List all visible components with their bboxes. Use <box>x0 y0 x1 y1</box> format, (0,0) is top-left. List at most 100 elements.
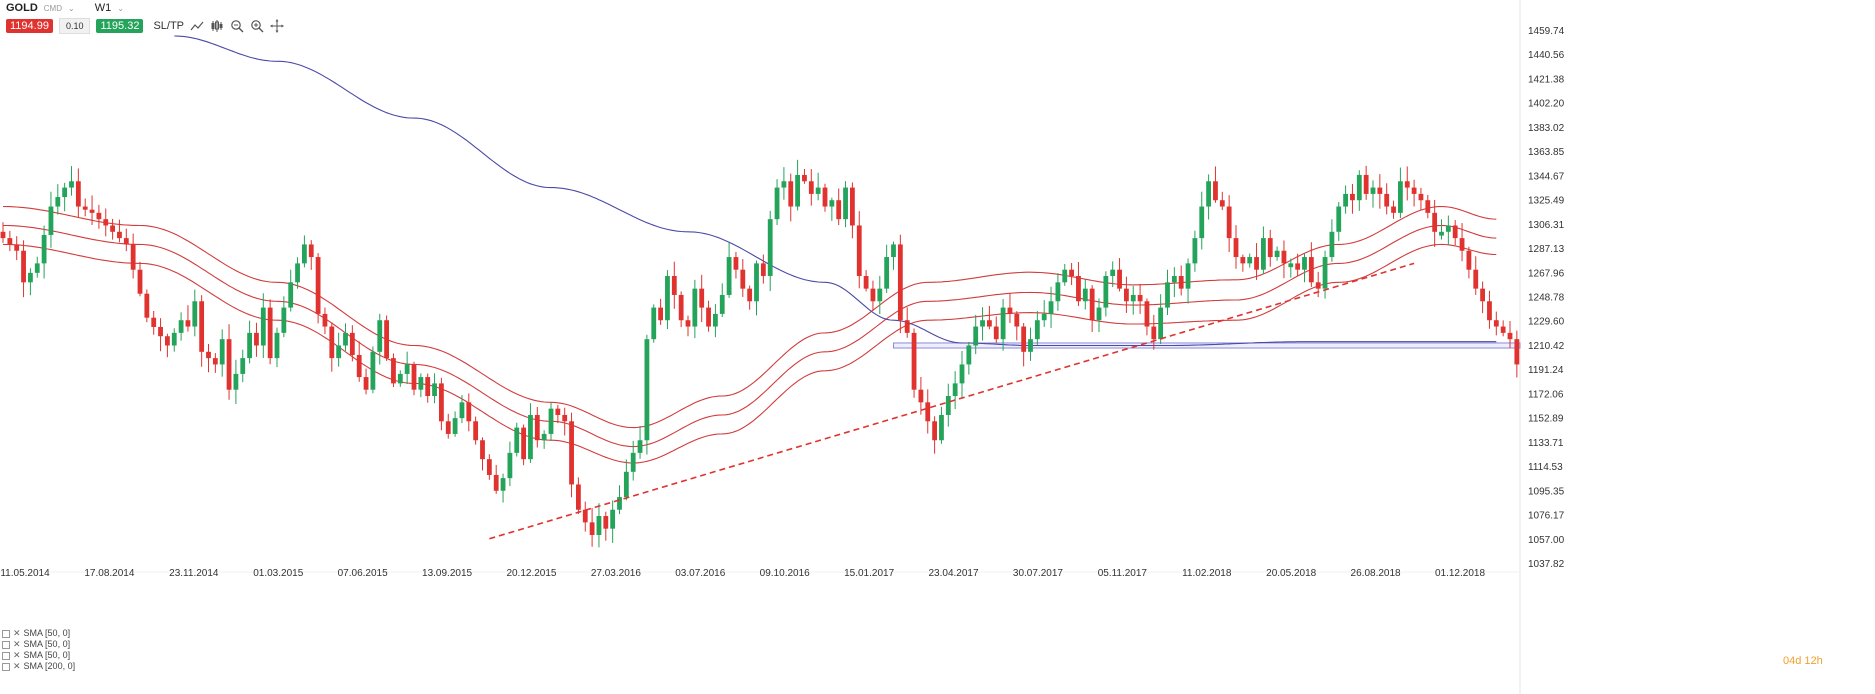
close-icon[interactable]: ✕ <box>13 661 21 671</box>
candle-body <box>822 187 828 207</box>
zoom-out-icon[interactable] <box>230 19 244 33</box>
candle-body <box>685 320 691 327</box>
candle-body <box>966 345 972 365</box>
checkbox-icon[interactable] <box>2 640 10 649</box>
legend-item[interactable]: ✕ SMA [50, 0] <box>2 639 75 650</box>
timeframe-selector[interactable]: W1 <box>94 2 112 14</box>
candle-body <box>959 364 965 384</box>
candle-body <box>548 408 554 434</box>
legend-item[interactable]: ✕ SMA [200, 0] <box>2 661 75 672</box>
close-icon[interactable]: ✕ <box>13 639 21 649</box>
y-tick-label: 1402.20 <box>1528 99 1565 110</box>
sell-price-button[interactable]: 1194.99 <box>6 19 53 33</box>
candle-body <box>802 174 807 182</box>
candle-body <box>295 263 300 283</box>
candle-body <box>267 307 273 359</box>
candle-body <box>260 307 266 346</box>
close-icon[interactable]: ✕ <box>13 650 21 660</box>
candle-body <box>89 209 95 213</box>
candle-body <box>1219 200 1225 207</box>
candle-body <box>555 408 561 415</box>
candle-body <box>62 187 68 198</box>
candle-body <box>137 269 143 294</box>
candle-body <box>439 383 444 422</box>
candle-body <box>925 402 931 422</box>
checkbox-icon[interactable] <box>2 629 10 638</box>
candle-body <box>343 332 348 346</box>
x-tick-label: 01.03.2015 <box>253 568 303 579</box>
y-tick-label: 1191.24 <box>1528 365 1564 376</box>
candle-body <box>856 225 862 277</box>
candle-body <box>987 320 992 327</box>
candle-body <box>1151 326 1157 340</box>
candle-body <box>34 263 40 273</box>
candle-body <box>678 294 684 321</box>
sltp-button[interactable]: SL/TP <box>153 20 185 32</box>
candle-body <box>1144 301 1150 327</box>
candle-body <box>206 351 211 359</box>
candle-body <box>534 414 540 441</box>
y-tick-label: 1344.67 <box>1528 171 1565 182</box>
y-tick-label: 1172.06 <box>1528 389 1564 400</box>
candle-body <box>658 307 663 321</box>
candle-body <box>980 320 985 327</box>
x-tick-label: 11.05.2014 <box>0 568 50 579</box>
support-zone <box>893 342 1521 349</box>
candle-body <box>952 383 958 397</box>
candle-body <box>1014 313 1020 327</box>
candle-body <box>480 440 485 460</box>
candle-body <box>829 200 835 207</box>
candle-body <box>1089 288 1095 321</box>
candle-body <box>589 522 595 535</box>
y-tick-label: 1363.85 <box>1528 147 1565 158</box>
zoom-in-icon[interactable] <box>250 19 264 33</box>
candle-body <box>932 421 937 441</box>
line-chart-icon[interactable] <box>190 19 204 33</box>
candle-body <box>466 402 472 422</box>
candle-body <box>1343 193 1348 207</box>
candle-body <box>486 459 492 475</box>
symbol-label[interactable]: GOLD <box>6 2 38 14</box>
buy-price-button[interactable]: 1195.32 <box>96 19 144 33</box>
candle-body <box>1192 238 1198 264</box>
candle-body <box>1439 231 1444 236</box>
chevron-down-icon[interactable]: ⌄ <box>117 3 124 13</box>
candle-body <box>1000 307 1006 340</box>
candle-body <box>0 231 6 239</box>
legend-item[interactable]: ✕ SMA [50, 0] <box>2 650 75 661</box>
candle-body <box>507 452 513 479</box>
chart-toolbar: GOLD CMD ⌄ W1 ⌄ 1194.99 0.10 1195.32 SL/… <box>0 0 1500 34</box>
candles-icon[interactable] <box>210 19 224 33</box>
candle-body <box>1452 225 1458 239</box>
candle-body <box>1199 206 1205 239</box>
candle-body <box>384 320 389 359</box>
candle-body <box>630 452 636 472</box>
candle-body <box>1480 288 1485 302</box>
support-trendline <box>489 262 1415 540</box>
candle-body <box>1028 339 1033 352</box>
x-tick-label: 30.07.2017 <box>1013 568 1063 579</box>
candle-body <box>281 307 287 333</box>
candle-body <box>795 174 800 207</box>
x-tick-label: 20.12.2015 <box>506 568 556 579</box>
bar-countdown: 04d 12h <box>1783 655 1823 667</box>
close-icon[interactable]: ✕ <box>13 628 21 638</box>
candle-body <box>1103 276 1109 308</box>
candle-body <box>891 244 896 258</box>
checkbox-icon[interactable] <box>2 651 10 660</box>
candle-body <box>21 250 26 283</box>
candle-body <box>1048 301 1054 314</box>
legend-item[interactable]: ✕ SMA [50, 0] <box>2 628 75 639</box>
x-tick-label: 01.12.2018 <box>1435 568 1485 579</box>
y-tick-label: 1440.56 <box>1528 50 1565 61</box>
candle-body <box>610 509 616 529</box>
checkbox-icon[interactable] <box>2 662 10 671</box>
candle-body <box>1322 257 1328 289</box>
legend-label: SMA [50, 0] <box>23 628 71 638</box>
chevron-down-icon[interactable]: ⌄ <box>68 3 75 13</box>
crosshair-icon[interactable] <box>270 19 285 33</box>
candle-body <box>349 332 355 355</box>
candle-body <box>897 244 903 321</box>
candle-body <box>911 332 917 390</box>
